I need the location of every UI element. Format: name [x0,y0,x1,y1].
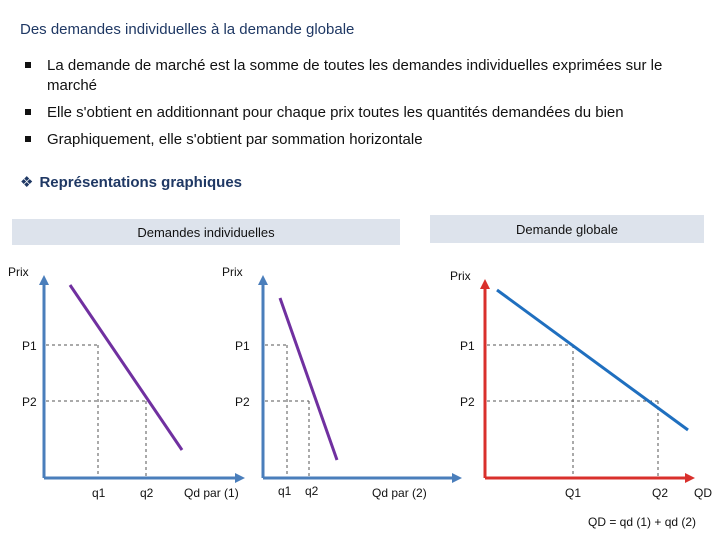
q2-label: q2 [140,486,154,500]
q2-label: q2 [305,484,319,498]
p1-label: P1 [460,339,475,353]
square-bullet-icon [25,136,31,142]
p2-label: P2 [235,395,250,409]
bullet-list: La demande de marché est la somme de tou… [20,56,710,157]
sum-formula: QD = qd (1) + qd (2) [588,515,696,529]
square-bullet-icon [25,109,31,115]
p2-label: P2 [460,395,475,409]
bullet-item: La demande de marché est la somme de tou… [20,56,710,96]
individual-demands-box: Demandes individuelles [12,219,400,245]
global-demand-label: Demande globale [516,221,618,237]
square-bullet-icon [25,62,31,68]
x-axis-label: QD [694,486,712,500]
p1-label: P1 [235,339,250,353]
bullet-item: Graphiquement, elle s'obtient par sommat… [20,130,710,150]
bullet-item: Elle s'obtient en additionnant pour chaq… [20,103,710,123]
x-axis-label: Qd par (2) [372,486,427,500]
individual-demands-label: Demandes individuelles [137,224,275,240]
graph-individual-1: Prix P1 P2 q1 q2 Qd par (1) [8,265,245,500]
demand-curve [68,284,184,451]
bullet-text: Elle s'obtient en additionnant pour chaq… [47,104,624,121]
bullet-text: Graphiquement, elle s'obtient par sommat… [47,131,423,148]
global-demand-curve [496,288,689,432]
q1-label: Q1 [565,486,581,500]
graph-individual-2: Prix P1 P2 q1 q2 Qd par (2) [222,265,462,500]
p2-label: P2 [22,395,37,409]
bullet-text: La demande de marché est la somme de tou… [47,57,663,94]
global-demand-box: Demande globale [430,215,704,243]
p1-label: P1 [22,339,37,353]
y-axis-label: Prix [8,265,29,279]
graph-global: Prix P1 P2 Q1 Q2 QD QD = qd (1) + qd (2) [450,269,712,529]
q2-label: Q2 [652,486,668,500]
slide-title: Des demandes individuelles à la demande … [20,21,355,38]
x-axis-label: Qd par (1) [184,486,239,500]
section-heading: ❖ Représentations graphiques [20,173,242,191]
section-heading-text: Représentations graphiques [39,174,242,191]
q1-label: q1 [92,486,106,500]
demand-curve [278,297,339,461]
y-axis-label: Prix [450,269,471,283]
diamond-bullet-icon: ❖ [20,174,34,191]
q1-label: q1 [278,484,292,498]
y-axis-label: Prix [222,265,243,279]
